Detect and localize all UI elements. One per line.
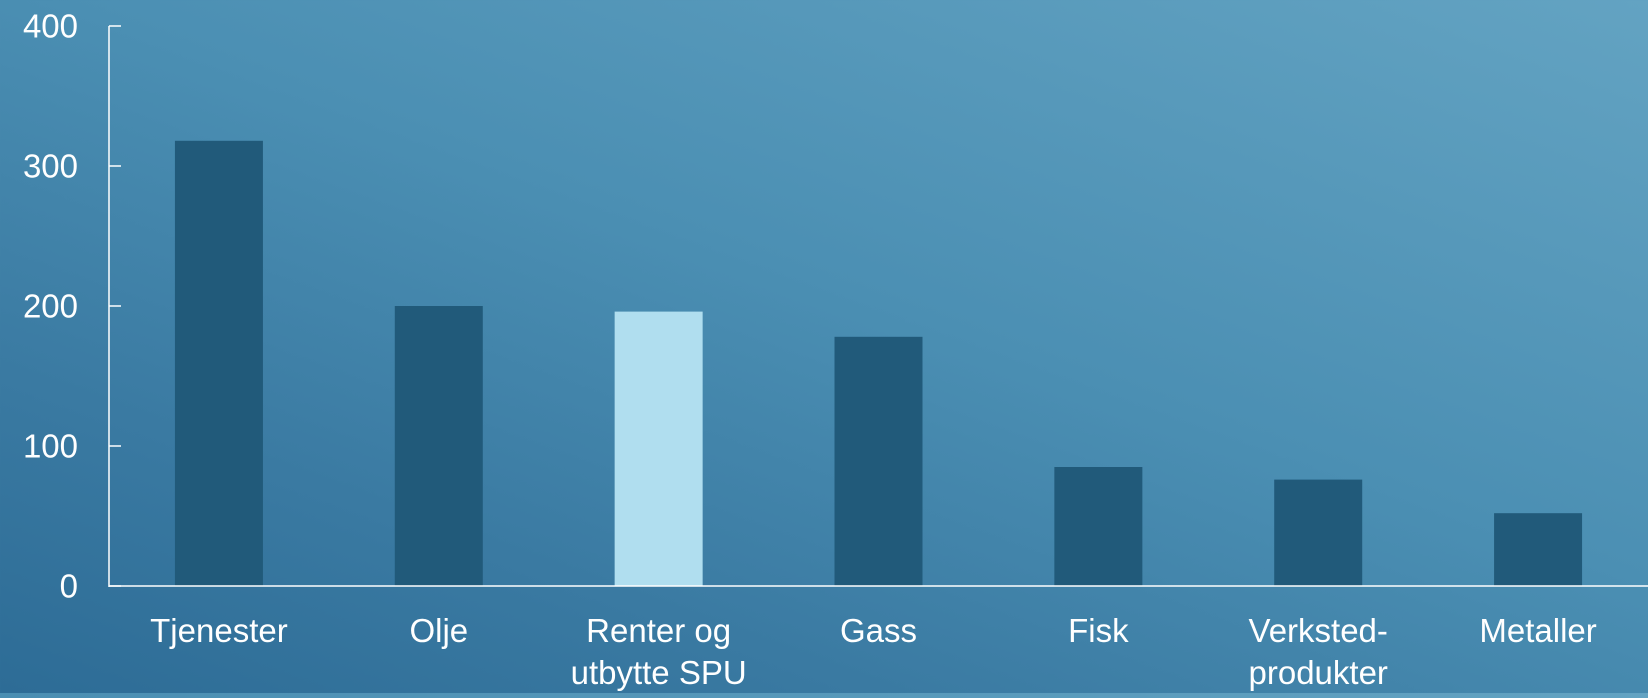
x-tick-label: Verksted- xyxy=(1249,612,1388,649)
y-tick-label: 300 xyxy=(23,148,78,185)
x-tick-label: Fisk xyxy=(1068,612,1129,649)
bar-verksted-produkter xyxy=(1274,479,1363,586)
x-tick-label: Tjenester xyxy=(150,612,288,649)
x-tick-label: Gass xyxy=(840,612,917,649)
x-tick-label: Renter og xyxy=(586,612,731,649)
bar-tjenester xyxy=(174,140,263,587)
x-tick-label: Olje xyxy=(409,612,468,649)
x-tick-labels: Tjenester Olje Renter og utbytte SPU Gass Fis… xyxy=(150,612,1597,691)
x-tick-label: Metaller xyxy=(1479,612,1596,649)
bar-olje xyxy=(394,306,483,586)
y-tick-label: 0 xyxy=(60,568,78,605)
y-tick-label: 200 xyxy=(23,288,78,325)
y-tick-label: 400 xyxy=(23,8,78,45)
x-tick-label: utbytte SPU xyxy=(571,654,747,691)
y-tick-label: 100 xyxy=(23,428,78,465)
y-tick-labels: 0 100 200 300 400 xyxy=(23,8,78,605)
x-tick-label: produkter xyxy=(1249,654,1388,691)
bar-renter-og-utbytte-spu xyxy=(614,311,703,586)
axes-group xyxy=(108,25,1648,587)
bars-group xyxy=(174,140,1583,587)
bar-metaller xyxy=(1494,513,1583,586)
bar-gass xyxy=(834,336,923,586)
bar-fisk xyxy=(1054,467,1143,586)
